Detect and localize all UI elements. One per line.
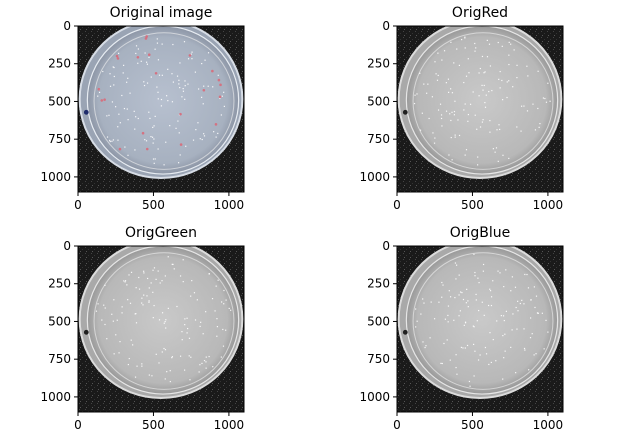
x-tick-label: 0 — [393, 198, 401, 212]
image-color — [78, 26, 244, 192]
y-tick-label: 500 — [367, 94, 390, 108]
x-tick-label: 0 — [74, 198, 82, 212]
x-tick-label: 1000 — [533, 418, 564, 432]
axes-frame — [77, 25, 245, 193]
x-tick-label: 500 — [461, 418, 484, 432]
x-tick-label: 1000 — [214, 198, 245, 212]
y-tick-label: 750 — [367, 352, 390, 366]
x-tick-label: 0 — [393, 418, 401, 432]
y-tick-label: 1000 — [359, 390, 390, 404]
y-tick-label: 0 — [63, 239, 71, 253]
x-tick-label: 1000 — [214, 418, 245, 432]
x-tick-label: 1000 — [533, 198, 564, 212]
y-tick-label: 250 — [367, 277, 390, 291]
image-green — [78, 246, 244, 412]
y-tick-label: 500 — [48, 94, 71, 108]
x-tick-label: 500 — [142, 198, 165, 212]
y-tick-label: 0 — [63, 19, 71, 33]
y-tick-label: 1000 — [40, 170, 71, 184]
y-tick-label: 1000 — [359, 170, 390, 184]
y-tick-label: 500 — [367, 314, 390, 328]
axes-frame — [77, 245, 245, 413]
panel-title: OrigGreen — [125, 225, 197, 241]
image-blue — [397, 246, 563, 412]
y-tick-label: 250 — [48, 57, 71, 71]
y-tick-label: 250 — [367, 57, 390, 71]
axes-frame — [396, 245, 564, 413]
panel-title: OrigBlue — [450, 225, 511, 241]
y-tick-label: 500 — [48, 314, 71, 328]
y-tick-label: 750 — [48, 132, 71, 146]
y-tick-label: 750 — [48, 352, 71, 366]
panel-title: OrigRed — [452, 5, 508, 21]
x-tick-label: 500 — [461, 198, 484, 212]
y-tick-label: 250 — [48, 277, 71, 291]
image-red — [397, 26, 563, 192]
y-tick-label: 1000 — [40, 390, 71, 404]
axes-frame — [396, 25, 564, 193]
y-tick-label: 750 — [367, 132, 390, 146]
x-tick-label: 500 — [142, 418, 165, 432]
y-tick-label: 0 — [382, 239, 390, 253]
x-tick-label: 0 — [74, 418, 82, 432]
y-tick-label: 0 — [382, 19, 390, 33]
panel-title: Original image — [110, 5, 213, 21]
